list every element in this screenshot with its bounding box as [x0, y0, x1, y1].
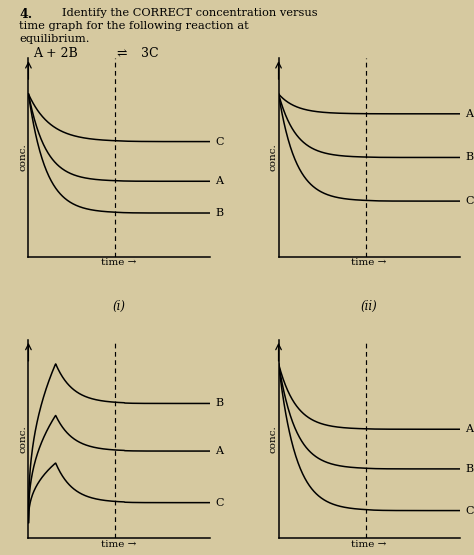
Text: C: C	[465, 506, 474, 516]
X-axis label: time →: time →	[352, 258, 387, 267]
Text: C: C	[215, 137, 224, 147]
Text: (i): (i)	[112, 300, 126, 313]
Text: A: A	[215, 176, 223, 186]
Text: ⇌: ⇌	[116, 47, 127, 59]
Y-axis label: conc.: conc.	[268, 425, 277, 453]
Text: A + 2B: A + 2B	[33, 47, 82, 59]
Text: (ii): (ii)	[361, 300, 377, 313]
Y-axis label: conc.: conc.	[18, 425, 27, 453]
Text: A: A	[215, 446, 223, 456]
Text: 3C: 3C	[137, 47, 159, 59]
X-axis label: time →: time →	[101, 540, 137, 549]
Text: B: B	[465, 153, 474, 163]
Text: A: A	[465, 424, 473, 434]
Y-axis label: conc.: conc.	[18, 144, 27, 171]
Y-axis label: conc.: conc.	[268, 144, 277, 171]
Text: B: B	[215, 208, 223, 218]
X-axis label: time →: time →	[101, 258, 137, 267]
Text: B: B	[215, 398, 223, 408]
Text: A: A	[465, 109, 473, 119]
Text: equilibrium.: equilibrium.	[19, 34, 90, 44]
X-axis label: time →: time →	[352, 540, 387, 549]
Text: Identify the CORRECT concentration versus: Identify the CORRECT concentration versu…	[62, 8, 317, 18]
Text: 4.: 4.	[19, 8, 32, 21]
Text: C: C	[465, 196, 474, 206]
Text: C: C	[215, 498, 224, 508]
Text: B: B	[465, 464, 474, 474]
Text: time graph for the following reaction at: time graph for the following reaction at	[19, 21, 249, 31]
